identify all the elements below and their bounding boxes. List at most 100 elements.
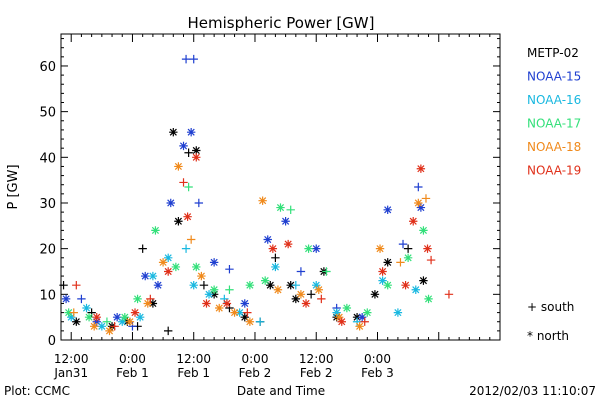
data-point-south — [271, 253, 280, 262]
data-point-north — [260, 276, 270, 285]
x-tick-date-label: Feb 2 — [239, 366, 272, 380]
data-point-south — [317, 294, 326, 304]
data-point-north — [148, 299, 158, 308]
x-tick-time-label: 12:00 — [54, 352, 89, 366]
data-point-south — [189, 54, 198, 64]
data-point-north — [82, 303, 91, 313]
data-point-north — [271, 262, 280, 272]
data-point-north — [197, 271, 206, 281]
chart-title: Hemispheric Power [GW] — [188, 14, 375, 32]
x-tick-date-label: Jan31 — [53, 366, 88, 380]
data-point-north — [151, 226, 160, 235]
data-point-north — [143, 299, 152, 308]
data-point-north — [133, 294, 142, 304]
data-point-north — [112, 312, 122, 322]
data-point-north — [409, 217, 418, 226]
data-point-south — [421, 194, 431, 203]
data-point-south — [181, 244, 191, 253]
data-point-south — [72, 280, 81, 290]
data-point-north — [357, 312, 367, 322]
y-tick-label: 0 — [48, 334, 56, 349]
data-point-south — [179, 178, 188, 187]
data-point-south — [444, 290, 454, 299]
series-noaa-15 — [61, 54, 426, 331]
legend-item-noaa-18: NOAA-18 — [527, 140, 581, 154]
data-point-south — [138, 244, 147, 253]
data-point-south — [296, 267, 306, 276]
y-axis: 0 10 20 30 40 50 60 — [39, 38, 500, 349]
x-tick-time-label: 12:00 — [176, 352, 211, 366]
data-point-north — [424, 294, 433, 304]
data-point-north — [301, 299, 311, 308]
data-point-north — [179, 141, 188, 151]
data-point-north — [314, 285, 323, 294]
data-point-south — [414, 182, 423, 192]
data-point-north — [105, 326, 114, 336]
data-point-north — [215, 303, 224, 313]
data-point-north — [166, 198, 175, 208]
data-point-north — [296, 290, 306, 299]
data-point-north — [383, 205, 392, 215]
data-point-north — [416, 164, 426, 173]
data-point-south — [360, 317, 369, 326]
data-point-north — [312, 244, 321, 253]
data-point-north — [355, 322, 364, 331]
data-point-north — [171, 262, 181, 272]
data-point-north — [342, 303, 352, 313]
data-point-north — [263, 235, 272, 244]
data-point-south — [163, 326, 173, 336]
data-point-north — [169, 127, 178, 137]
data-point-north — [352, 312, 362, 322]
data-point-south — [243, 308, 252, 317]
data-point-north — [276, 203, 285, 212]
data-point-north — [403, 253, 413, 262]
data-point-north — [202, 299, 211, 308]
legend: METP-02 NOAA-15 NOAA-16 NOAA-17 NOAA-18 NOAA-… — [527, 46, 581, 178]
legend-item-noaa-19: NOAA-19 — [527, 164, 581, 178]
data-point-north — [283, 239, 293, 249]
legend-item-noaa-15: NOAA-15 — [527, 70, 581, 84]
data-point-north — [67, 312, 76, 322]
data-point-south — [69, 308, 78, 317]
legend-item-noaa-16: NOAA-16 — [527, 93, 581, 107]
data-point-south — [102, 317, 112, 326]
data-point-north — [97, 322, 107, 331]
x-axis-label: Date and Time — [237, 384, 325, 398]
data-point-north — [235, 308, 244, 317]
data-point-north — [419, 226, 428, 235]
data-point-north — [268, 244, 278, 253]
data-point-north — [183, 212, 192, 221]
data-point-south — [426, 255, 436, 265]
y-tick-label: 30 — [39, 197, 56, 212]
data-point-north — [130, 308, 140, 317]
data-point-north — [337, 317, 346, 326]
x-tick-date-label: Feb 1 — [177, 366, 210, 380]
data-point-north — [192, 153, 201, 162]
data-point-north — [192, 146, 201, 155]
data-point-north — [209, 285, 219, 294]
data-point-north — [383, 280, 392, 290]
data-point-north — [61, 294, 71, 304]
data-point-north — [273, 285, 283, 294]
data-point-north — [120, 312, 130, 322]
series-noaa-16 — [67, 244, 420, 331]
data-point-north — [148, 271, 158, 281]
series-noaa-19 — [72, 153, 454, 331]
y-tick-label: 60 — [39, 60, 56, 75]
data-point-north — [411, 285, 420, 294]
data-point-south — [184, 182, 193, 192]
data-point-south — [396, 258, 405, 267]
data-point-north — [240, 312, 249, 322]
data-point-north — [209, 258, 219, 267]
data-point-north — [192, 262, 201, 272]
data-point-south — [225, 265, 234, 274]
data-point-north — [378, 267, 387, 276]
marker-legend-north: * north — [527, 329, 569, 343]
data-point-south — [286, 205, 295, 215]
data-point-north — [189, 280, 198, 290]
data-point-north — [209, 290, 219, 299]
x-tick-date-label: Feb 2 — [300, 366, 333, 380]
x-tick-date-label: Feb 3 — [361, 366, 394, 380]
data-point-north — [222, 299, 232, 308]
